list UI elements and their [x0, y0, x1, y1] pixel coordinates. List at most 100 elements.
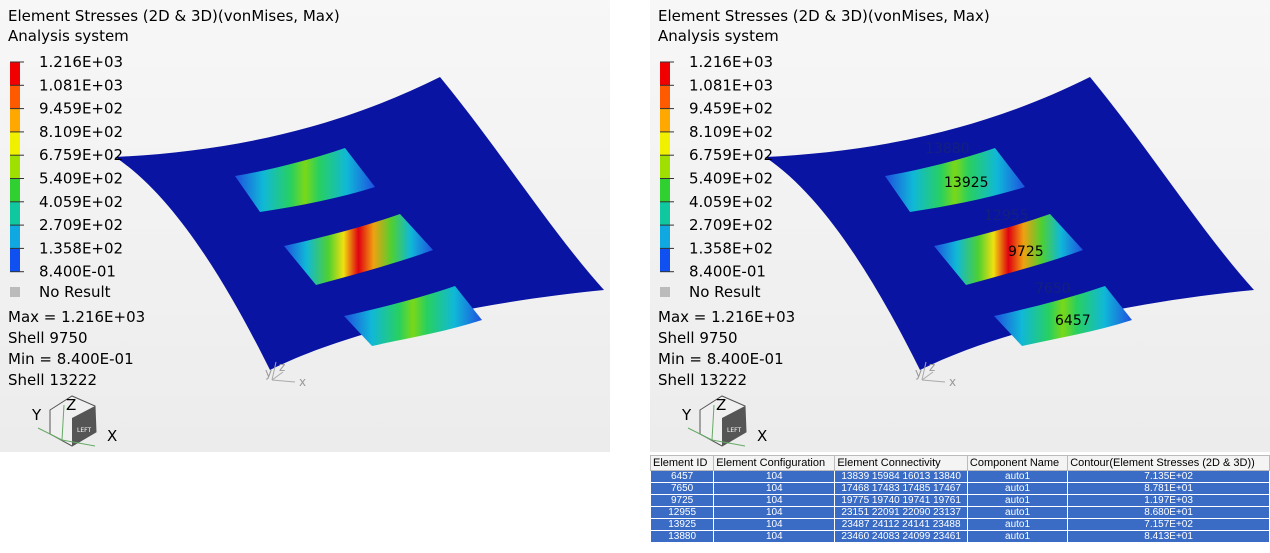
- no-result: No Result: [39, 283, 111, 301]
- legend-label: 5.409E+02: [39, 170, 123, 188]
- legend-color: [10, 179, 20, 202]
- legend-label: 5.409E+02: [689, 170, 773, 188]
- table-cell: 104: [714, 495, 835, 507]
- legend-color: [660, 132, 670, 155]
- element-label: 13925: [944, 175, 989, 191]
- triad-label: y: [915, 366, 922, 380]
- legend-label: 8.400E-01: [689, 263, 766, 281]
- legend-color: [660, 62, 670, 85]
- table-cell: 8.413E+01: [1068, 531, 1270, 543]
- table-cell: auto1: [967, 531, 1067, 543]
- legend-color: [10, 248, 20, 271]
- table-cell: 6457: [651, 471, 714, 483]
- element-label: 12955: [984, 208, 1029, 224]
- legend-color: [10, 62, 20, 85]
- summary: Shell 9750: [8, 329, 88, 347]
- table-cell: 23151 22091 22090 23137: [835, 507, 968, 519]
- table-cell: 13880: [651, 531, 714, 543]
- summary: Max = 1.216E+03: [658, 308, 795, 326]
- legend-color: [10, 225, 20, 248]
- subtitle: Analysis system: [658, 27, 779, 45]
- table-cell: 104: [714, 483, 835, 495]
- table-cell: 13925: [651, 519, 714, 531]
- element-table: Element IDElement ConfigurationElement C…: [650, 455, 1270, 543]
- table-cell: 12955: [651, 507, 714, 519]
- table-cell: 8.781E+01: [1068, 483, 1270, 495]
- legend-label: 1.358E+02: [689, 239, 773, 257]
- legend-color: [10, 202, 20, 225]
- table-cell: 104: [714, 531, 835, 543]
- table-cell: auto1: [967, 495, 1067, 507]
- legend-color: [660, 109, 670, 132]
- triad-label: x: [949, 375, 956, 389]
- table-cell: 7.157E+02: [1068, 519, 1270, 531]
- element-label: 7650: [1035, 281, 1071, 297]
- legend-label: 1.081E+03: [689, 76, 773, 94]
- cube-label: Z: [66, 396, 76, 414]
- cube-label: X: [757, 427, 767, 445]
- table-cell: auto1: [967, 519, 1067, 531]
- page: Element Stresses (2D & 3D)(vonMises, Max…: [0, 0, 1270, 553]
- table-cell: 19775 19740 19741 19761: [835, 495, 968, 507]
- cube-label: Z: [716, 396, 726, 414]
- legend-color: [660, 155, 670, 178]
- table-cell: 7650: [651, 483, 714, 495]
- table-cell: 23487 24112 24141 23488: [835, 519, 968, 531]
- triad-label: z: [279, 360, 285, 374]
- no-result: No Result: [689, 283, 761, 301]
- table-cell: 17468 17483 17485 17467: [835, 483, 968, 495]
- legend-color: [660, 179, 670, 202]
- table-cell: 104: [714, 507, 835, 519]
- legend-label: 8.109E+02: [689, 123, 773, 141]
- column-header[interactable]: Element Configuration: [714, 456, 835, 471]
- no-result-swatch: [660, 287, 670, 297]
- title: Element Stresses (2D & 3D)(vonMises, Max…: [658, 7, 990, 25]
- legend-label: 8.400E-01: [39, 263, 116, 281]
- no-result-swatch: [10, 287, 20, 297]
- column-header[interactable]: Component Name: [967, 456, 1067, 471]
- legend-color: [660, 202, 670, 225]
- legend-label: 4.059E+02: [689, 193, 773, 211]
- triad-label: z: [929, 360, 935, 374]
- table-cell: 7.135E+02: [1068, 471, 1270, 483]
- legend-label: 9.459E+02: [689, 100, 773, 118]
- legend-color: [10, 85, 20, 108]
- column-header[interactable]: Contour(Element Stresses (2D & 3D)): [1068, 456, 1270, 471]
- triad-label: x: [299, 375, 306, 389]
- element-label: 9725: [1008, 244, 1044, 260]
- viewport: Element Stresses (2D & 3D)(vonMises, Max…: [0, 0, 610, 452]
- column-header[interactable]: Element ID: [651, 456, 714, 471]
- summary: Shell 9750: [658, 329, 738, 347]
- summary: Max = 1.216E+03: [8, 308, 145, 326]
- legend-label: 1.358E+02: [39, 239, 123, 257]
- table-cell: 9725: [651, 495, 714, 507]
- table-cell: auto1: [967, 507, 1067, 519]
- cube-label: X: [107, 427, 117, 445]
- table-cell: auto1: [967, 471, 1067, 483]
- legend-label: 9.459E+02: [39, 100, 123, 118]
- subtitle: Analysis system: [8, 27, 129, 45]
- cube-label: Y: [31, 406, 42, 424]
- triad-label: y: [265, 366, 272, 380]
- table-cell: 104: [714, 471, 835, 483]
- legend-label: 1.081E+03: [39, 76, 123, 94]
- legend-color: [660, 225, 670, 248]
- table-cell: auto1: [967, 483, 1067, 495]
- legend-color: [10, 132, 20, 155]
- legend-color: [660, 248, 670, 271]
- table-cell: 8.680E+01: [1068, 507, 1270, 519]
- title: Element Stresses (2D & 3D)(vonMises, Max…: [8, 7, 340, 25]
- column-header[interactable]: Element Connectivity: [835, 456, 968, 471]
- legend-label: 1.216E+03: [689, 53, 773, 71]
- summary: Min = 8.400E-01: [8, 350, 134, 368]
- legend-label: 8.109E+02: [39, 123, 123, 141]
- legend-color: [660, 85, 670, 108]
- legend-label: 2.709E+02: [689, 216, 773, 234]
- legend-label: 6.759E+02: [689, 146, 773, 164]
